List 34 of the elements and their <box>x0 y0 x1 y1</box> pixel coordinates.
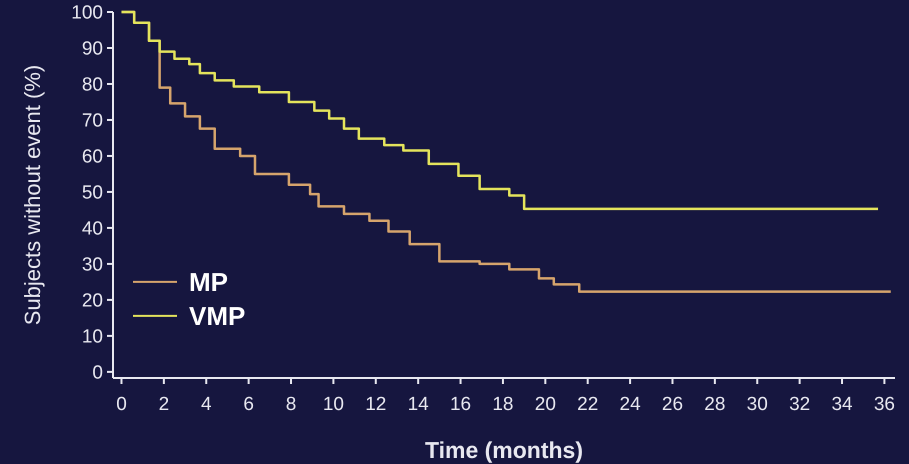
y-tick-label: 20 <box>82 290 103 312</box>
x-tick-label: 26 <box>662 394 684 415</box>
x-tick-label: 0 <box>116 394 127 415</box>
x-tick-label: 10 <box>322 394 344 415</box>
y-tick-label: 100 <box>71 2 103 24</box>
x-tick-label: 6 <box>243 394 254 415</box>
x-tick-label: 32 <box>789 394 810 415</box>
x-tick-label: 34 <box>831 394 854 415</box>
x-tick-label: 14 <box>408 394 430 415</box>
x-tick-label: 2 <box>158 394 170 415</box>
y-tick-label: 0 <box>92 362 103 384</box>
y-tick-label: 30 <box>82 254 103 276</box>
y-tick-label: 10 <box>82 326 103 348</box>
x-tick-label: 36 <box>874 394 895 415</box>
x-tick-label: 22 <box>577 394 598 415</box>
x-tick-label: 30 <box>746 394 768 415</box>
y-tick-label: 40 <box>82 218 103 240</box>
y-tick-label: 60 <box>82 146 103 168</box>
legend-label: VMP <box>189 301 246 332</box>
y-tick-label: 90 <box>82 38 103 60</box>
x-tick-label: 24 <box>620 394 642 415</box>
x-axis-title: Time (months) <box>424 437 584 463</box>
y-axis-title: Subjects without event (%) <box>20 64 45 326</box>
x-tick-label: 20 <box>534 394 556 415</box>
x-tick-label: 4 <box>200 394 212 415</box>
x-tick-label: 8 <box>286 394 296 415</box>
y-tick-label: 50 <box>82 182 103 204</box>
x-tick-label: 12 <box>365 394 386 415</box>
x-tick-label: 16 <box>450 394 472 415</box>
x-tick-label: 28 <box>704 394 726 415</box>
y-tick-label: 80 <box>82 74 103 96</box>
x-tick-label: 18 <box>492 394 514 415</box>
y-tick-label: 70 <box>82 110 103 132</box>
legend-label: MP <box>189 267 228 298</box>
